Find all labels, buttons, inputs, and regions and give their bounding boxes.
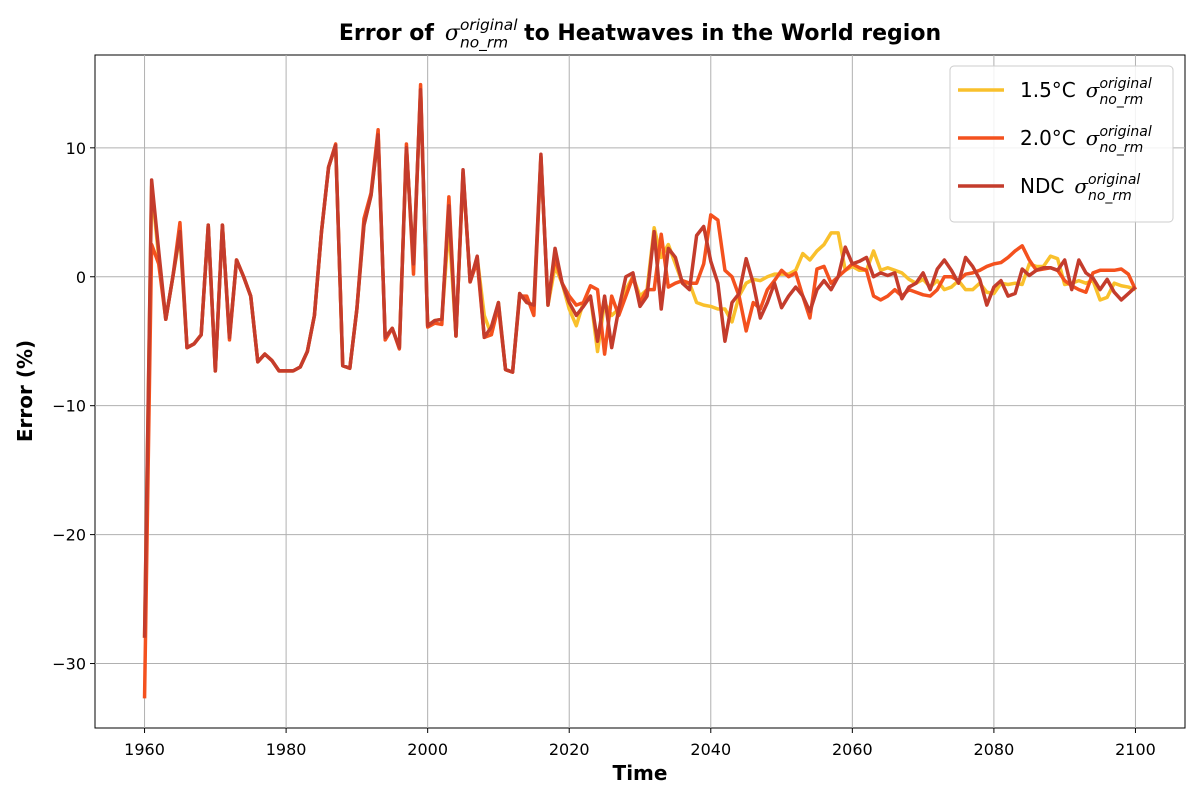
plot-frame	[94, 54, 1186, 729]
label-part: original	[1099, 76, 1151, 92]
y-tick-label: −10	[52, 397, 86, 416]
x-tick-label: 2000	[407, 740, 448, 759]
legend-label: NDC σoriginal no_rm	[1020, 172, 1140, 204]
label-part: to Heatwaves in the World region	[524, 21, 941, 46]
x-tick-label: 1960	[124, 740, 165, 759]
label-part: σ	[1074, 174, 1089, 198]
label-part: σ	[1086, 126, 1101, 150]
chart-title: Error of σoriginal no_rm to Heatwaves in th…	[339, 16, 941, 53]
y-tick-label: 0	[76, 268, 86, 287]
x-tick-label: 2020	[549, 740, 590, 759]
x-tick-label: 2080	[974, 740, 1015, 759]
legend-label: 2.0°C σoriginal no_rm	[1020, 124, 1152, 156]
x-tick-label: 1980	[266, 740, 307, 759]
y-tick-label: −30	[52, 655, 86, 674]
label-part: σ	[1086, 78, 1101, 102]
x-tick-label: 2040	[690, 740, 731, 759]
label-part: no_rm	[1099, 140, 1143, 156]
y-tick-label: −20	[52, 526, 86, 545]
x-tick-label: 2060	[832, 740, 873, 759]
y-tick-label: 10	[66, 139, 86, 158]
y-axis-label: Error (%)	[13, 340, 37, 442]
legend-label: 1.5°C σoriginal no_rm	[1020, 76, 1152, 108]
label-part: 2.0°C	[1020, 126, 1076, 150]
legend-box	[949, 65, 1174, 223]
label-part: Error of	[339, 21, 434, 46]
label-part: σ	[445, 21, 461, 46]
label-part: original	[1088, 172, 1140, 188]
label-part: no_rm	[1088, 188, 1132, 204]
x-axis-label: Time	[613, 761, 668, 785]
label-part: no_rm	[460, 34, 508, 53]
label-part: original	[1099, 124, 1151, 140]
label-part: no_rm	[1099, 92, 1143, 108]
label-part: original	[460, 16, 518, 34]
x-tick-label: 2100	[1115, 740, 1156, 759]
data-line	[142, 88, 1137, 638]
label-part: NDC	[1020, 174, 1064, 198]
label-part: 1.5°C	[1020, 78, 1076, 102]
